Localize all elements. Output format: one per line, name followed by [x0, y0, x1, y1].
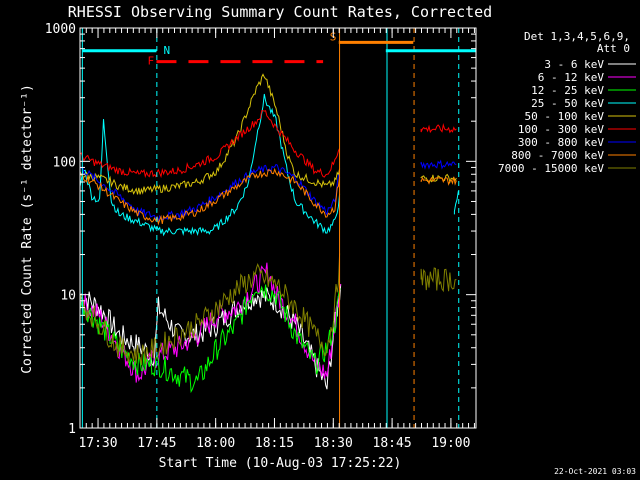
legend-label-9: 7000 - 15000 keV [498, 162, 604, 175]
legend-header-line-2: Att 0 [597, 42, 630, 55]
legend-label-3: 12 - 25 keV [531, 84, 604, 97]
legend-header-line-1: Det 1,3,4,5,6,9, [524, 30, 630, 43]
x-tick-label: 18:30 [314, 436, 353, 451]
series-line-8 [79, 167, 457, 226]
y-tick-label: 10 [60, 289, 76, 304]
legend-label-5: 50 - 100 keV [525, 110, 605, 123]
y-tick-label: 100 [53, 155, 76, 170]
legend-label-6: 100 - 300 keV [518, 123, 604, 136]
series-line-7 [79, 159, 457, 223]
series-line-6 [79, 110, 457, 179]
legend-label-1: 3 - 6 keV [544, 58, 604, 71]
series-line-5 [79, 73, 457, 195]
flag-label-n: N [163, 44, 170, 57]
y-tick-label: 1000 [45, 22, 76, 37]
chart-title: RHESSI Observing Summary Count Rates, Co… [68, 3, 492, 21]
plot-area: NFS110100100017:3017:4518:0018:1518:3018… [45, 22, 477, 451]
legend-label-2: 6 - 12 keV [538, 71, 605, 84]
flag-label-f: F [147, 55, 154, 68]
x-tick-label: 17:30 [78, 436, 117, 451]
generated-date: 22-Oct-2021 03:03 [554, 467, 636, 476]
x-tick-label: 19:00 [431, 436, 470, 451]
y-axis-label: Corrected Count Rate (s⁻¹ detector⁻¹) [20, 84, 35, 374]
y-tick-label: 1 [68, 422, 76, 437]
series-line-4 [79, 93, 459, 237]
x-tick-label: 18:15 [255, 436, 294, 451]
series-line-9 [79, 253, 457, 366]
x-tick-label: 17:45 [137, 436, 176, 451]
legend-label-8: 800 - 7000 keV [511, 149, 604, 162]
legend-label-4: 25 - 50 keV [531, 97, 604, 110]
series-line-1 [79, 284, 342, 390]
series-line-3 [79, 284, 341, 394]
x-tick-label: 18:00 [196, 436, 235, 451]
legend-label-7: 300 - 800 keV [518, 136, 604, 149]
x-tick-label: 18:45 [373, 436, 412, 451]
x-axis-label: Start Time (10-Aug-03 17:25:22) [159, 456, 402, 471]
axes-box [79, 27, 477, 429]
